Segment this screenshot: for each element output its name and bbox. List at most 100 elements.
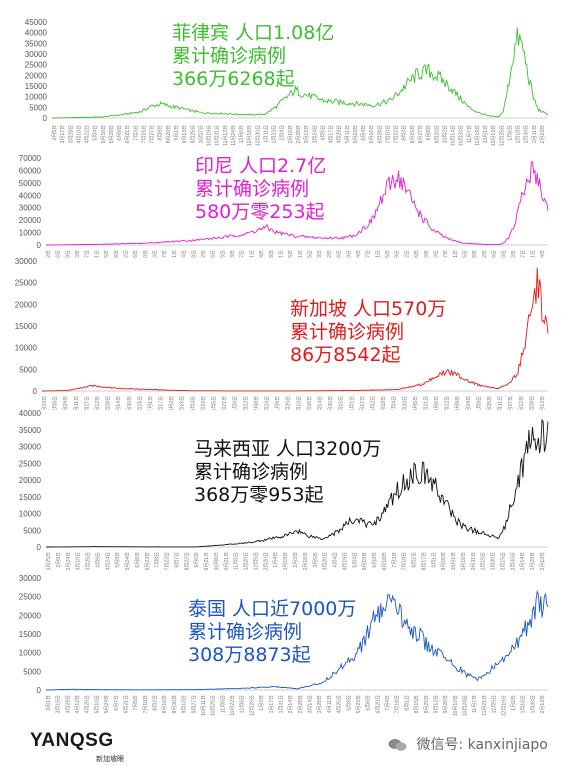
x-tick-label: 12月5日: [253, 552, 259, 570]
x-tick-label: 12月13日: [491, 125, 497, 146]
y-tick-label: 10000: [19, 649, 42, 658]
y-tick-label: 35000: [25, 39, 48, 48]
x-tick-label: 1月31日: [278, 695, 284, 713]
x-tick-label: 6月9日: [117, 125, 123, 141]
x-tick-label: 1月17日: [521, 250, 527, 258]
x-tick-label: 8月27日: [418, 125, 424, 143]
x-tick-label: 5月25日: [104, 250, 110, 258]
x-tick-label: 3月29日: [65, 695, 71, 713]
x-tick-label: 2月13日: [540, 695, 546, 713]
x-tick-label: 9月6日: [434, 396, 440, 410]
x-tick-label: 6月2日: [370, 396, 376, 410]
x-tick-label: 2月3日: [293, 552, 299, 568]
x-tick-label: 3月1日: [46, 695, 52, 711]
annotation-line: 累计确诊病例: [194, 461, 309, 484]
x-tick-label: 11月9日: [476, 396, 482, 410]
x-tick-label: 1月28日: [529, 396, 535, 410]
x-tick-label: 8月17日: [162, 250, 168, 258]
x-tick-label: 5月19日: [362, 552, 368, 570]
x-tick-label: 4月19日: [342, 552, 348, 570]
y-tick-label: 0: [43, 114, 48, 123]
x-tick-label: 3月14日: [317, 396, 323, 410]
x-tick-label: 2月11日: [532, 125, 538, 143]
x-tick-label: 7月22日: [394, 125, 400, 143]
x-tick-label: 6月21日: [123, 695, 129, 713]
x-tick-label: 8月15日: [414, 695, 420, 713]
x-tick-label: 6月18日: [382, 552, 388, 570]
annotation-line: 累计确诊病例: [195, 178, 310, 201]
series-line: [46, 418, 549, 548]
annotation-line: 368万零953起: [194, 484, 324, 507]
x-tick-label: 9月1日: [174, 125, 180, 141]
x-tick-label: 4月25日: [337, 695, 343, 713]
x-tick-label: 10月21日: [222, 396, 228, 410]
x-tick-label: 4月12日: [75, 695, 81, 713]
x-tick-label: 9月13日: [182, 125, 188, 143]
annotation-singapore: 新加坡 人口570万 累计确诊病例 86万8542起: [290, 298, 446, 368]
x-tick-label: 7月8日: [155, 552, 161, 568]
x-tick-label: 1月25日: [286, 396, 292, 410]
x-tick-label: 11月22日: [482, 250, 488, 258]
x-tick-label: 4月9日: [95, 552, 101, 568]
x-tick-label: 10月2日: [442, 125, 448, 143]
x-tick-label: 8月17日: [421, 552, 427, 570]
x-tick-label: 7月20日: [143, 250, 149, 258]
x-tick-label: 9月19日: [201, 396, 207, 410]
x-tick-label: 10月11日: [453, 250, 459, 258]
x-tick-label: 5月24日: [125, 552, 131, 570]
x-tick-label: 11月23日: [230, 250, 236, 258]
x-tick-label: 8月7日: [174, 552, 180, 568]
x-tick-label: 6月16日: [369, 125, 375, 143]
y-tick-label: 5000: [19, 365, 37, 374]
x-tick-label: 3月16日: [56, 250, 62, 258]
annotation-line: 累计确诊病例: [290, 321, 405, 344]
x-tick-label: 10月19日: [207, 125, 213, 146]
x-tick-label: 1月16日: [521, 695, 527, 713]
x-tick-label: 7月5日: [385, 250, 391, 258]
x-tick-label: 9月14日: [182, 250, 188, 258]
x-tick-label: 1月3日: [511, 250, 517, 258]
x-tick-label: 3月28日: [317, 695, 323, 713]
x-tick-label: 3月30日: [328, 396, 334, 410]
x-tick-label: 11月21日: [482, 695, 488, 716]
footer: YANQSG 新加坡眼 微信号: kanxinjiapo: [0, 722, 563, 766]
x-tick-label: 10月25日: [211, 695, 217, 716]
x-tick-label: 8月18日: [180, 396, 186, 410]
x-tick-label: 10月24日: [466, 396, 472, 410]
x-tick-label: 5月30日: [127, 396, 133, 410]
x-tick-label: 3月1日: [298, 250, 304, 258]
x-tick-label: 9月20日: [434, 125, 440, 143]
y-tick-label: 40000: [19, 191, 42, 200]
x-tick-label: 3月30日: [65, 250, 71, 258]
x-tick-label: 1月30日: [524, 125, 530, 143]
annotation-line: 马来西亚 人口3200万: [194, 438, 382, 460]
x-tick-label: 9月25日: [190, 125, 196, 143]
x-tick-label: 1月29日: [530, 552, 536, 570]
x-tick-label: 11月20日: [244, 552, 250, 570]
x-tick-label: 1月2日: [511, 695, 517, 711]
x-tick-label: 8月2日: [153, 695, 159, 711]
x-tick-label: 12月8日: [254, 396, 260, 410]
x-tick-label: 5月4日: [352, 552, 358, 568]
chart-svg: 0 5000 10000 15000 20000 25000 30000 1月23日 2月8日 2…: [15, 258, 549, 410]
x-tick-label: 9月8日: [426, 125, 432, 141]
x-tick-label: 2月28日: [298, 695, 304, 713]
x-tick-label: 2月13日: [540, 552, 546, 570]
x-tick-label: 12月6日: [240, 695, 246, 713]
x-tick-label: 7月4日: [385, 695, 391, 711]
y-tick-label: 10000: [15, 344, 38, 353]
x-tick-label: 10月31日: [215, 125, 221, 146]
annotation-line: 累计确诊病例: [172, 45, 287, 68]
x-tick-label: 11月7日: [472, 695, 478, 713]
x-tick-label: 6月7日: [366, 250, 372, 258]
annotation-philippines: 菲律宾 人口1.08亿 累计确诊病例 366万6268起: [172, 22, 334, 92]
wechat-icon: [388, 739, 407, 751]
y-tick-label: 25000: [19, 593, 42, 602]
annotation-indonesia: 印尼 人口2.7亿 累计确诊病例 580万零253起: [195, 155, 326, 225]
x-tick-label: 11月8日: [472, 250, 478, 258]
x-tick-label: 11月25日: [487, 396, 493, 410]
x-tick-label: 5月9日: [115, 552, 121, 568]
x-tick-label: 6月21日: [375, 250, 381, 258]
series-line: [52, 27, 549, 119]
x-tick-label: 4月27日: [85, 250, 91, 258]
